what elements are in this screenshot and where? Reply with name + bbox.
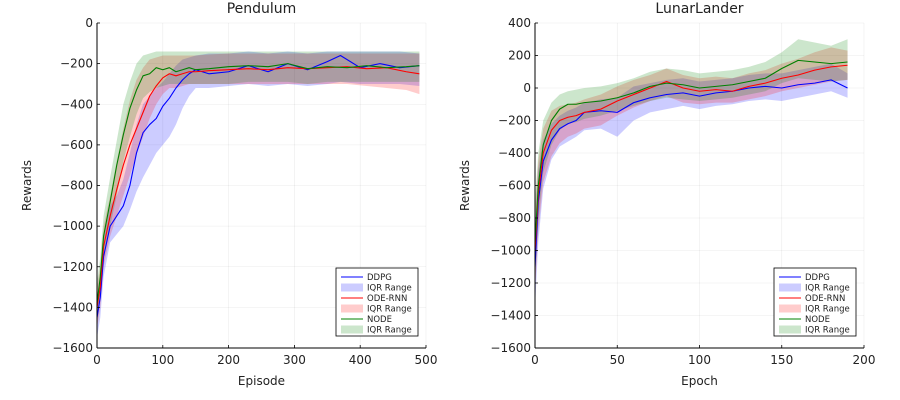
- x-tick-label: 100: [688, 353, 711, 367]
- chart-title: LunarLander: [655, 1, 743, 17]
- y-tick-label: −400: [60, 97, 93, 111]
- legend-label-ddpg: DDPG: [367, 273, 392, 283]
- x-tick-label: 50: [610, 353, 625, 367]
- y-tick-label: −200: [60, 57, 93, 71]
- y-tick-label: 0: [85, 16, 93, 30]
- legend-label-iqr: IQR Range: [367, 284, 412, 294]
- x-tick-label: 400: [349, 353, 372, 367]
- x-axis-label: Episode: [238, 374, 285, 388]
- x-tick-label: 100: [151, 353, 174, 367]
- iqr-band-node: [535, 39, 848, 283]
- y-tick-label: −1200: [52, 260, 93, 274]
- legend-swatch-iqr: [779, 325, 801, 334]
- y-axis-label: Rewards: [20, 160, 34, 211]
- x-tick-label: 200: [217, 353, 240, 367]
- x-tick-label: 500: [415, 353, 438, 367]
- plot-area: [97, 51, 420, 338]
- y-tick-label: −1200: [490, 276, 531, 290]
- plot-area: [535, 39, 848, 308]
- series-line-node: [535, 59, 848, 243]
- y-axis-label: Rewards: [458, 160, 472, 211]
- y-tick-label: 200: [508, 49, 531, 63]
- chart-pendulum: 0 100 200 300 400 500 −1600 −1400 −1200 −1000 −800…: [20, 1, 437, 388]
- y-tick-label: −1400: [490, 309, 531, 323]
- x-axis-label: Epoch: [681, 374, 718, 388]
- y-tick-label: −800: [60, 179, 93, 193]
- series-line-node: [97, 63, 420, 304]
- iqr-band-ddpg: [97, 51, 420, 338]
- chart-title: Pendulum: [227, 1, 297, 17]
- legend-swatch-iqr: [341, 304, 363, 313]
- y-tick-label: −1000: [490, 244, 531, 258]
- series-line-ddpg: [535, 79, 848, 267]
- y-tick-label: −600: [60, 138, 93, 152]
- y-tick-label: −1600: [490, 341, 531, 355]
- legend-label-ode-rnn: ODE-RNN: [805, 294, 845, 304]
- legend-swatch-iqr: [779, 283, 801, 292]
- legend-label-iqr: IQR Range: [367, 326, 412, 336]
- y-tick-label: −600: [498, 179, 531, 193]
- y-tick-label: 400: [508, 16, 531, 30]
- legend-swatch-iqr: [341, 325, 363, 334]
- x-tick-label: 150: [770, 353, 793, 367]
- legend-label-iqr: IQR Range: [805, 305, 850, 315]
- legend-box: [335, 267, 419, 337]
- chart-lunarlander: 0 50 100 150 200 −1600 −1400 −1200 −1000 −800 −600…: [458, 1, 875, 388]
- series-line-ddpg: [97, 54, 420, 318]
- x-tick-label: 200: [853, 353, 876, 367]
- y-tick-label: 0: [523, 81, 531, 95]
- legend-label-ddpg: DDPG: [805, 273, 830, 283]
- y-tick-label: −1400: [52, 300, 93, 314]
- legend-label-node: NODE: [367, 315, 392, 325]
- y-tick-label: −800: [498, 211, 531, 225]
- y-tick-label: −200: [498, 114, 531, 128]
- y-tick-label: −1600: [52, 341, 93, 355]
- x-tick-label: 0: [93, 353, 101, 367]
- legend-swatch-iqr: [341, 283, 363, 292]
- legend-label-iqr: IQR Range: [367, 305, 412, 315]
- iqr-band-ode-rnn: [535, 47, 848, 292]
- x-tick-label: 0: [531, 353, 539, 367]
- legend-label-node: NODE: [805, 315, 830, 325]
- legend-swatch-iqr: [779, 304, 801, 313]
- iqr-band-ddpg: [535, 63, 848, 308]
- x-tick-label: 300: [283, 353, 306, 367]
- y-tick-label: −1000: [52, 219, 93, 233]
- y-tick-label: −400: [498, 146, 531, 160]
- legend-label-iqr: IQR Range: [805, 284, 850, 294]
- legend-box: [773, 267, 857, 337]
- iqr-band-ode-rnn: [97, 53, 420, 328]
- legend-label-iqr: IQR Range: [805, 326, 850, 336]
- legend-label-ode-rnn: ODE-RNN: [367, 294, 407, 304]
- iqr-band-node: [97, 51, 420, 324]
